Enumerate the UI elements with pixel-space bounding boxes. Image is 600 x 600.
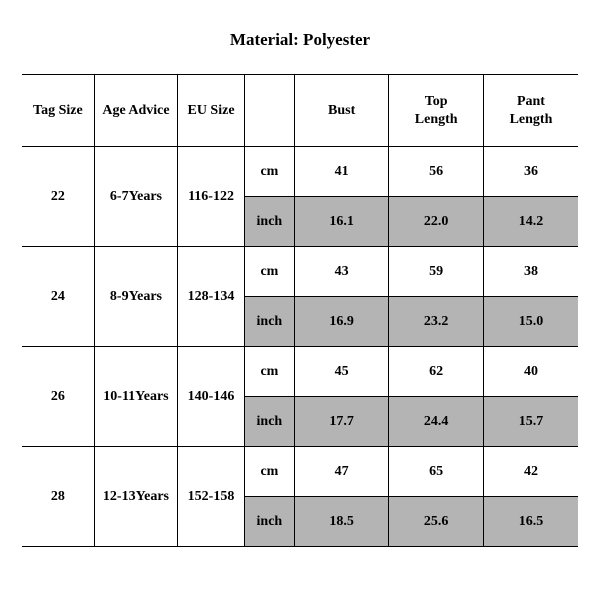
cell-eu: 128-134	[178, 247, 245, 347]
cell-top: 65	[389, 447, 484, 497]
cell-pant: 15.0	[483, 297, 578, 347]
col-top-length: TopLength	[389, 75, 484, 147]
cell-bust: 16.9	[294, 297, 389, 347]
cell-pant: 40	[483, 347, 578, 397]
table-row: 24 8-9Years 128-134 cm 43 59 38	[22, 247, 578, 297]
cell-age: 8-9Years	[94, 247, 177, 347]
cell-unit-cm: cm	[244, 247, 294, 297]
size-table-container: Tag Size Age Advice EU Size Bust TopLeng…	[0, 74, 600, 547]
cell-top: 62	[389, 347, 484, 397]
cell-pant: 14.2	[483, 197, 578, 247]
cell-pant: 16.5	[483, 497, 578, 547]
cell-tag: 26	[22, 347, 94, 447]
cell-age: 6-7Years	[94, 147, 177, 247]
cell-tag: 28	[22, 447, 94, 547]
size-table: Tag Size Age Advice EU Size Bust TopLeng…	[22, 74, 578, 547]
cell-pant: 38	[483, 247, 578, 297]
cell-unit-inch: inch	[244, 197, 294, 247]
cell-top: 56	[389, 147, 484, 197]
cell-pant: 15.7	[483, 397, 578, 447]
cell-bust: 18.5	[294, 497, 389, 547]
cell-pant: 42	[483, 447, 578, 497]
cell-bust: 41	[294, 147, 389, 197]
cell-unit-inch: inch	[244, 297, 294, 347]
cell-unit-cm: cm	[244, 147, 294, 197]
cell-unit-inch: inch	[244, 397, 294, 447]
cell-bust: 45	[294, 347, 389, 397]
cell-unit-cm: cm	[244, 347, 294, 397]
cell-eu: 140-146	[178, 347, 245, 447]
col-pant-length: PantLength	[483, 75, 578, 147]
cell-tag: 22	[22, 147, 94, 247]
cell-pant: 36	[483, 147, 578, 197]
table-row: 28 12-13Years 152-158 cm 47 65 42	[22, 447, 578, 497]
col-eu-size: EU Size	[178, 75, 245, 147]
cell-age: 10-11Years	[94, 347, 177, 447]
col-tag-size: Tag Size	[22, 75, 94, 147]
cell-top: 22.0	[389, 197, 484, 247]
col-bust: Bust	[294, 75, 389, 147]
cell-bust: 17.7	[294, 397, 389, 447]
cell-top: 23.2	[389, 297, 484, 347]
cell-eu: 116-122	[178, 147, 245, 247]
page-title: Material: Polyester	[0, 0, 600, 74]
cell-bust: 16.1	[294, 197, 389, 247]
cell-top: 24.4	[389, 397, 484, 447]
table-row: 26 10-11Years 140-146 cm 45 62 40	[22, 347, 578, 397]
cell-bust: 47	[294, 447, 389, 497]
cell-tag: 24	[22, 247, 94, 347]
header-row: Tag Size Age Advice EU Size Bust TopLeng…	[22, 75, 578, 147]
cell-unit-inch: inch	[244, 497, 294, 547]
cell-bust: 43	[294, 247, 389, 297]
cell-top: 59	[389, 247, 484, 297]
cell-age: 12-13Years	[94, 447, 177, 547]
cell-unit-cm: cm	[244, 447, 294, 497]
cell-top: 25.6	[389, 497, 484, 547]
table-row: 22 6-7Years 116-122 cm 41 56 36	[22, 147, 578, 197]
col-age-advice: Age Advice	[94, 75, 177, 147]
col-unit	[244, 75, 294, 147]
cell-eu: 152-158	[178, 447, 245, 547]
